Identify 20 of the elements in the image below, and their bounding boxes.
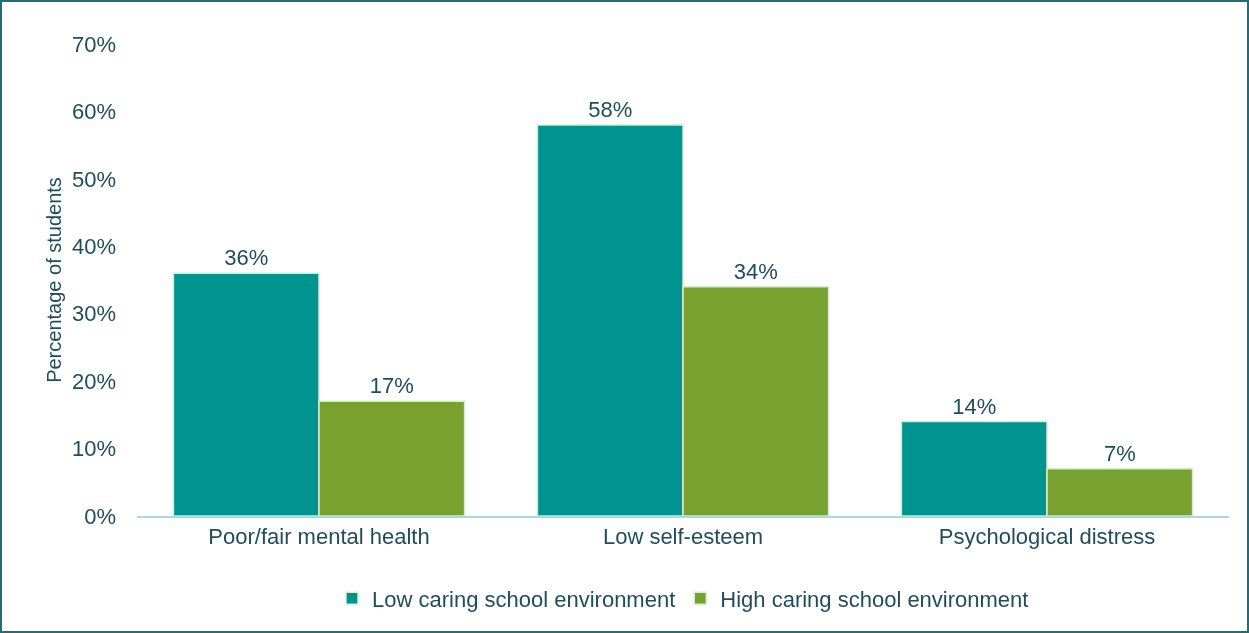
x-tick-label: Psychological distress [938, 524, 1156, 550]
data-label: 14% [952, 393, 997, 419]
y-tick-label: 20% [71, 368, 116, 394]
legend-label: High caring school environment [720, 586, 1029, 612]
data-label: 34% [733, 258, 778, 284]
y-tick-label: 50% [71, 166, 116, 192]
data-label: 36% [224, 245, 269, 271]
y-tick-label: 60% [71, 99, 116, 125]
y-axis-title: Percentage of students [43, 177, 66, 383]
x-tick-label: Low self-esteem [602, 524, 764, 550]
x-tick-label: Poor/fair mental health [208, 524, 430, 550]
y-tick-label: 10% [71, 436, 116, 462]
y-tick-label: 40% [71, 233, 116, 259]
y-tick-label: 30% [71, 301, 116, 327]
data-label: 58% [588, 96, 633, 122]
y-tick-label: 0% [84, 503, 116, 529]
legend-label: Low caring school environment [372, 586, 676, 612]
y-tick-label: 70% [71, 31, 116, 57]
data-label: 7% [1103, 440, 1136, 466]
data-label: 17% [369, 373, 414, 399]
